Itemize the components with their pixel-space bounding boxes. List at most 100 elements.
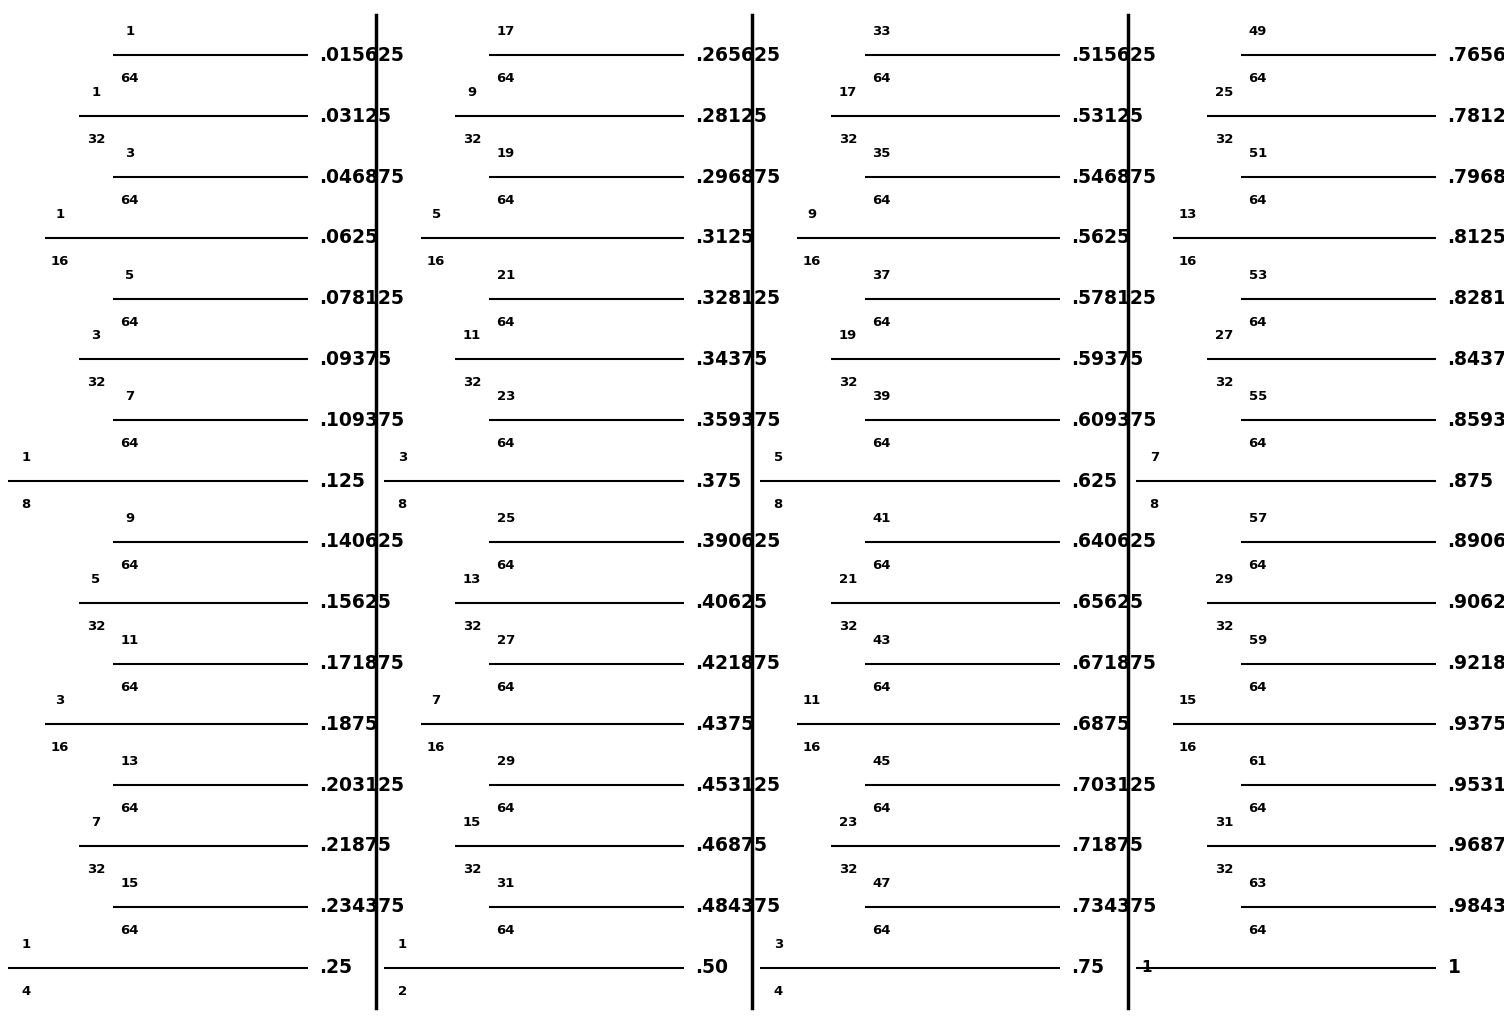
Text: .65625: .65625 xyxy=(1071,593,1143,613)
Text: 47: 47 xyxy=(872,877,890,890)
Text: 64: 64 xyxy=(496,72,514,85)
Text: 16: 16 xyxy=(51,742,69,754)
Text: 32: 32 xyxy=(87,863,105,876)
Text: 8: 8 xyxy=(1149,498,1160,511)
Text: 3: 3 xyxy=(125,147,134,160)
Text: .53125: .53125 xyxy=(1071,107,1143,126)
Text: 2: 2 xyxy=(397,985,408,998)
Text: .515625: .515625 xyxy=(1071,46,1157,65)
Text: 7: 7 xyxy=(1149,451,1160,464)
Text: 64: 64 xyxy=(872,194,890,207)
Text: 64: 64 xyxy=(872,316,890,329)
Text: 27: 27 xyxy=(496,634,514,646)
Text: 32: 32 xyxy=(463,377,481,389)
Text: .046875: .046875 xyxy=(319,168,405,187)
Text: 13: 13 xyxy=(463,573,481,585)
Text: 31: 31 xyxy=(496,877,514,890)
Text: .703125: .703125 xyxy=(1071,775,1157,795)
Text: .171875: .171875 xyxy=(319,654,405,673)
Text: 9: 9 xyxy=(808,208,817,220)
Text: 39: 39 xyxy=(872,390,890,403)
Text: .390625: .390625 xyxy=(695,532,781,552)
Text: 21: 21 xyxy=(839,573,857,585)
Text: .40625: .40625 xyxy=(695,593,767,613)
Text: 9: 9 xyxy=(468,86,477,100)
Text: 1: 1 xyxy=(1142,960,1152,975)
Text: .15625: .15625 xyxy=(319,593,391,613)
Text: 51: 51 xyxy=(1248,147,1266,160)
Text: 64: 64 xyxy=(1248,681,1266,694)
Text: .0625: .0625 xyxy=(319,229,379,247)
Text: .6875: .6875 xyxy=(1071,715,1131,734)
Text: .765625: .765625 xyxy=(1447,46,1504,65)
Text: 49: 49 xyxy=(1248,25,1266,39)
Text: .25: .25 xyxy=(319,958,352,977)
Text: 33: 33 xyxy=(872,25,890,39)
Text: .796875: .796875 xyxy=(1447,168,1504,187)
Text: 32: 32 xyxy=(839,133,857,146)
Text: .8125: .8125 xyxy=(1447,229,1504,247)
Text: 9: 9 xyxy=(125,512,134,525)
Text: 1: 1 xyxy=(92,86,101,100)
Text: 55: 55 xyxy=(1248,390,1266,403)
Text: 32: 32 xyxy=(463,620,481,633)
Text: .859375: .859375 xyxy=(1447,410,1504,430)
Text: 64: 64 xyxy=(872,924,890,937)
Text: 11: 11 xyxy=(463,329,481,342)
Text: 29: 29 xyxy=(1215,573,1233,585)
Text: 5: 5 xyxy=(125,268,134,281)
Text: 64: 64 xyxy=(120,316,138,329)
Text: 63: 63 xyxy=(1248,877,1266,890)
Text: 1: 1 xyxy=(21,938,32,951)
Text: 64: 64 xyxy=(120,681,138,694)
Text: .265625: .265625 xyxy=(695,46,781,65)
Text: .078125: .078125 xyxy=(319,290,405,308)
Text: .375: .375 xyxy=(695,471,741,491)
Text: 32: 32 xyxy=(839,863,857,876)
Text: 41: 41 xyxy=(872,512,890,525)
Text: 64: 64 xyxy=(496,437,514,450)
Text: 45: 45 xyxy=(872,755,890,768)
Text: 5: 5 xyxy=(432,208,441,220)
Text: .484375: .484375 xyxy=(695,897,781,916)
Text: .4375: .4375 xyxy=(695,715,755,734)
Text: 16: 16 xyxy=(803,742,821,754)
Text: 61: 61 xyxy=(1248,755,1266,768)
Text: 53: 53 xyxy=(1248,268,1266,281)
Text: 31: 31 xyxy=(1215,816,1233,829)
Text: 64: 64 xyxy=(120,194,138,207)
Text: 64: 64 xyxy=(120,803,138,815)
Text: 16: 16 xyxy=(1179,742,1197,754)
Text: 64: 64 xyxy=(496,681,514,694)
Text: 23: 23 xyxy=(839,816,857,829)
Text: 7: 7 xyxy=(432,694,441,707)
Text: .03125: .03125 xyxy=(319,107,391,126)
Text: .140625: .140625 xyxy=(319,532,405,552)
Text: 3: 3 xyxy=(397,451,408,464)
Text: 13: 13 xyxy=(1179,208,1197,220)
Text: 29: 29 xyxy=(496,755,514,768)
Text: .125: .125 xyxy=(319,471,365,491)
Text: 11: 11 xyxy=(803,694,821,707)
Text: 64: 64 xyxy=(496,924,514,937)
Text: .328125: .328125 xyxy=(695,290,781,308)
Text: 64: 64 xyxy=(872,559,890,572)
Text: 16: 16 xyxy=(803,255,821,268)
Text: .828125: .828125 xyxy=(1447,290,1504,308)
Text: .984375: .984375 xyxy=(1447,897,1504,916)
Text: 21: 21 xyxy=(496,268,514,281)
Text: .203125: .203125 xyxy=(319,775,405,795)
Text: 64: 64 xyxy=(1248,803,1266,815)
Text: .28125: .28125 xyxy=(695,107,767,126)
Text: 17: 17 xyxy=(839,86,857,100)
Text: 37: 37 xyxy=(872,268,890,281)
Text: 64: 64 xyxy=(1248,72,1266,85)
Text: .546875: .546875 xyxy=(1071,168,1157,187)
Text: 64: 64 xyxy=(496,559,514,572)
Text: .359375: .359375 xyxy=(695,410,781,430)
Text: 64: 64 xyxy=(120,924,138,937)
Text: 8: 8 xyxy=(397,498,408,511)
Text: .96875: .96875 xyxy=(1447,836,1504,855)
Text: .421875: .421875 xyxy=(695,654,781,673)
Text: 64: 64 xyxy=(1248,559,1266,572)
